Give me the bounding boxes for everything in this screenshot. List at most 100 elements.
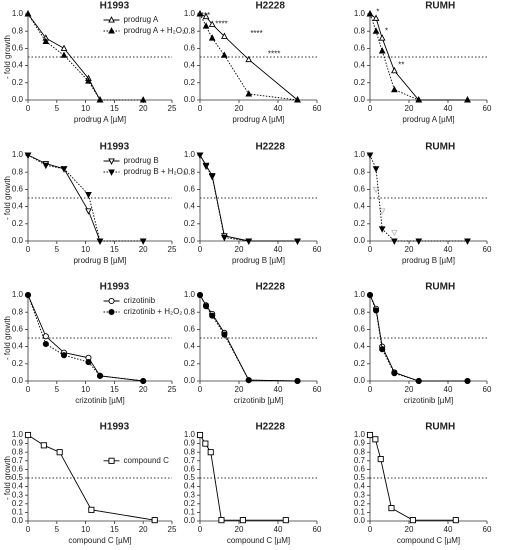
y-tick-label: 0.6 (354, 185, 366, 194)
data-point (372, 307, 380, 314)
x-tick-label: 20 (405, 104, 414, 113)
annotation: **** (198, 11, 210, 20)
y-tick-label: 0.2 (12, 219, 24, 228)
x-tick-label: 5 (55, 104, 60, 113)
legend-label: crizotinib + H₂O₂ (124, 307, 183, 316)
legend-label: prodrug B + H₂O₂ (124, 167, 186, 176)
x-tick-label: 20 (139, 525, 148, 534)
chart-panel: 0.0 0.2 0.4 0.6 0.8 1.0 0 5 10 15 20 25 H1993 prodrug… (3, 1, 185, 124)
data-point (372, 186, 380, 194)
data-point (96, 238, 104, 245)
x-tick-label: 20 (235, 385, 244, 394)
chart-title: H2228 (255, 1, 285, 12)
series-line (27, 154, 144, 242)
y-tick-label: 0.3 (12, 490, 24, 499)
data-point (366, 431, 374, 439)
data-point (377, 456, 384, 463)
y-tick-label: 0.6 (354, 465, 366, 474)
x-tick-label: 60 (483, 104, 492, 113)
x-axis-label: prodrug B [µM] (73, 256, 126, 265)
y-tick-label: 0.0 (354, 516, 366, 525)
chart-title: RUMH (425, 282, 455, 293)
data-point (366, 291, 374, 299)
y-tick-label: 1.0 (12, 9, 24, 18)
x-tick-label: 25 (168, 245, 177, 254)
y-tick-label: 0.4 (184, 342, 196, 351)
x-axis-label: prodrug A [µM] (74, 115, 126, 124)
y-tick-label: 0.0 (12, 376, 24, 385)
data-point (239, 517, 246, 524)
data-point (366, 10, 374, 17)
data-point (196, 291, 204, 299)
y-tick-label: 0.0 (354, 376, 366, 385)
chart-panel: 0.0 0.2 0.4 0.6 0.8 1.0 0 20 40 60 RUMH prodrug A [… (354, 1, 492, 124)
data-point (151, 517, 158, 524)
data-point (209, 312, 216, 319)
y-axis-label: - fold growth (3, 456, 12, 500)
y-tick-label: 0.6 (184, 185, 196, 194)
y-tick-label: 1.0 (354, 150, 366, 159)
data-point (372, 436, 379, 443)
x-tick-label: 25 (168, 104, 177, 113)
series-line (199, 294, 298, 382)
data-point (24, 10, 32, 17)
data-point (282, 517, 289, 524)
y-tick-label: 0.6 (184, 465, 196, 474)
data-point (379, 346, 386, 353)
y-axis-label: - fold growth (3, 176, 12, 220)
x-tick-label: 0 (198, 385, 203, 394)
data-point (409, 517, 416, 524)
y-tick-label: 0.4 (354, 342, 366, 351)
x-tick-label: 20 (405, 245, 414, 254)
y-tick-label: 0.1 (184, 508, 196, 517)
x-tick-label: 40 (444, 104, 453, 113)
legend-label: crizotinib (124, 296, 156, 305)
data-point (139, 238, 147, 245)
y-tick-label: 0.6 (354, 44, 366, 53)
data-point (196, 10, 204, 17)
data-point (294, 96, 301, 103)
y-tick-label: 0.2 (354, 359, 366, 368)
data-point (96, 96, 104, 103)
x-tick-label: 20 (139, 104, 148, 113)
x-tick-label: 25 (168, 525, 177, 534)
y-tick-label: 0.0 (354, 95, 366, 104)
data-point (378, 226, 386, 233)
data-point (85, 77, 92, 84)
data-point (96, 372, 104, 379)
annotation: **** (250, 29, 262, 38)
chart-panel: 0.0 0.2 0.4 0.6 0.8 1.0 0 5 10 15 20 25 H1993 prodrug… (3, 142, 186, 265)
chart-title: H2228 (255, 422, 285, 433)
x-tick-label: 60 (313, 245, 322, 254)
data-point (60, 166, 68, 173)
data-point (208, 34, 216, 41)
y-tick-label: 0.4 (184, 202, 196, 211)
x-tick-label: 40 (444, 525, 453, 534)
data-point (391, 229, 398, 237)
data-point (388, 505, 395, 512)
annotation: **** (215, 19, 227, 28)
y-tick-label: 0.8 (12, 26, 24, 35)
chart-panel: 0.0 0.2 0.4 0.6 0.8 1.0 0 5 10 15 20 25 H1993 crizoti… (3, 282, 182, 405)
x-axis-label: compound C [µM] (227, 536, 290, 545)
y-tick-label: 0.6 (12, 325, 24, 334)
data-point (208, 173, 216, 181)
legend-label: compound C (124, 456, 170, 465)
y-tick-label: 0.8 (354, 26, 366, 35)
data-point (207, 449, 214, 456)
x-tick-label: 15 (110, 525, 119, 534)
data-point (60, 51, 68, 58)
data-point (202, 163, 210, 171)
y-tick-label: 0.4 (12, 482, 24, 491)
y-tick-label: 0.2 (184, 499, 196, 508)
x-tick-label: 40 (274, 245, 283, 254)
data-point (294, 377, 301, 385)
y-tick-label: 0.0 (12, 95, 24, 104)
x-tick-label: 20 (235, 245, 244, 254)
legend-marker (108, 169, 115, 176)
data-point (221, 235, 228, 242)
y-tick-label: 0.6 (184, 44, 196, 53)
data-point (391, 370, 398, 377)
x-tick-label: 40 (444, 385, 453, 394)
